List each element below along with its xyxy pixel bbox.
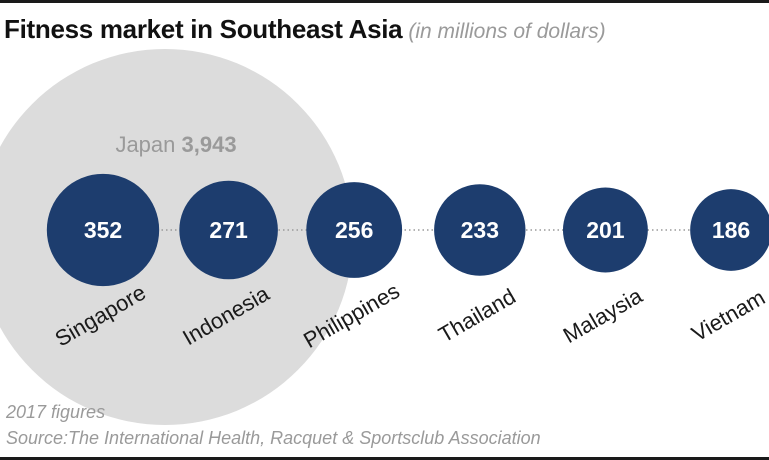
bubble-vietnam [690,189,769,271]
bubble-value: 256 [335,217,373,243]
bubble-philippines [306,182,403,278]
bottom-rule [0,457,769,460]
bubble-value: 186 [712,217,750,243]
bubble-value: 201 [586,217,625,243]
reference-bubble-japan [0,49,353,425]
bubble-malaysia [562,187,648,273]
bubble-thailand [434,184,526,276]
chart-subtitle: (in millions of dollars) [408,20,606,43]
chart-title: Fitness market in Southeast Asia [4,14,403,44]
footnote: 2017 figures [6,402,106,422]
country-label: Vietnam [687,285,769,347]
bubble-value: 352 [84,217,122,243]
country-label: Thailand [434,284,520,348]
title-row: Fitness market in Southeast Asia (in mill… [4,14,606,45]
reference-label: Japan 3,943 [115,132,236,157]
bubble-value: 233 [461,217,499,243]
bubble-singapore [46,173,160,287]
country-label: Malaysia [559,283,647,348]
reference-value: 3,943 [182,132,237,157]
top-rule [0,0,769,3]
reference-country: Japan [115,132,181,157]
bubble-indonesia [179,180,278,280]
source-note: Source:The International Health, Racquet… [6,428,541,448]
bubble-value: 271 [209,217,248,243]
